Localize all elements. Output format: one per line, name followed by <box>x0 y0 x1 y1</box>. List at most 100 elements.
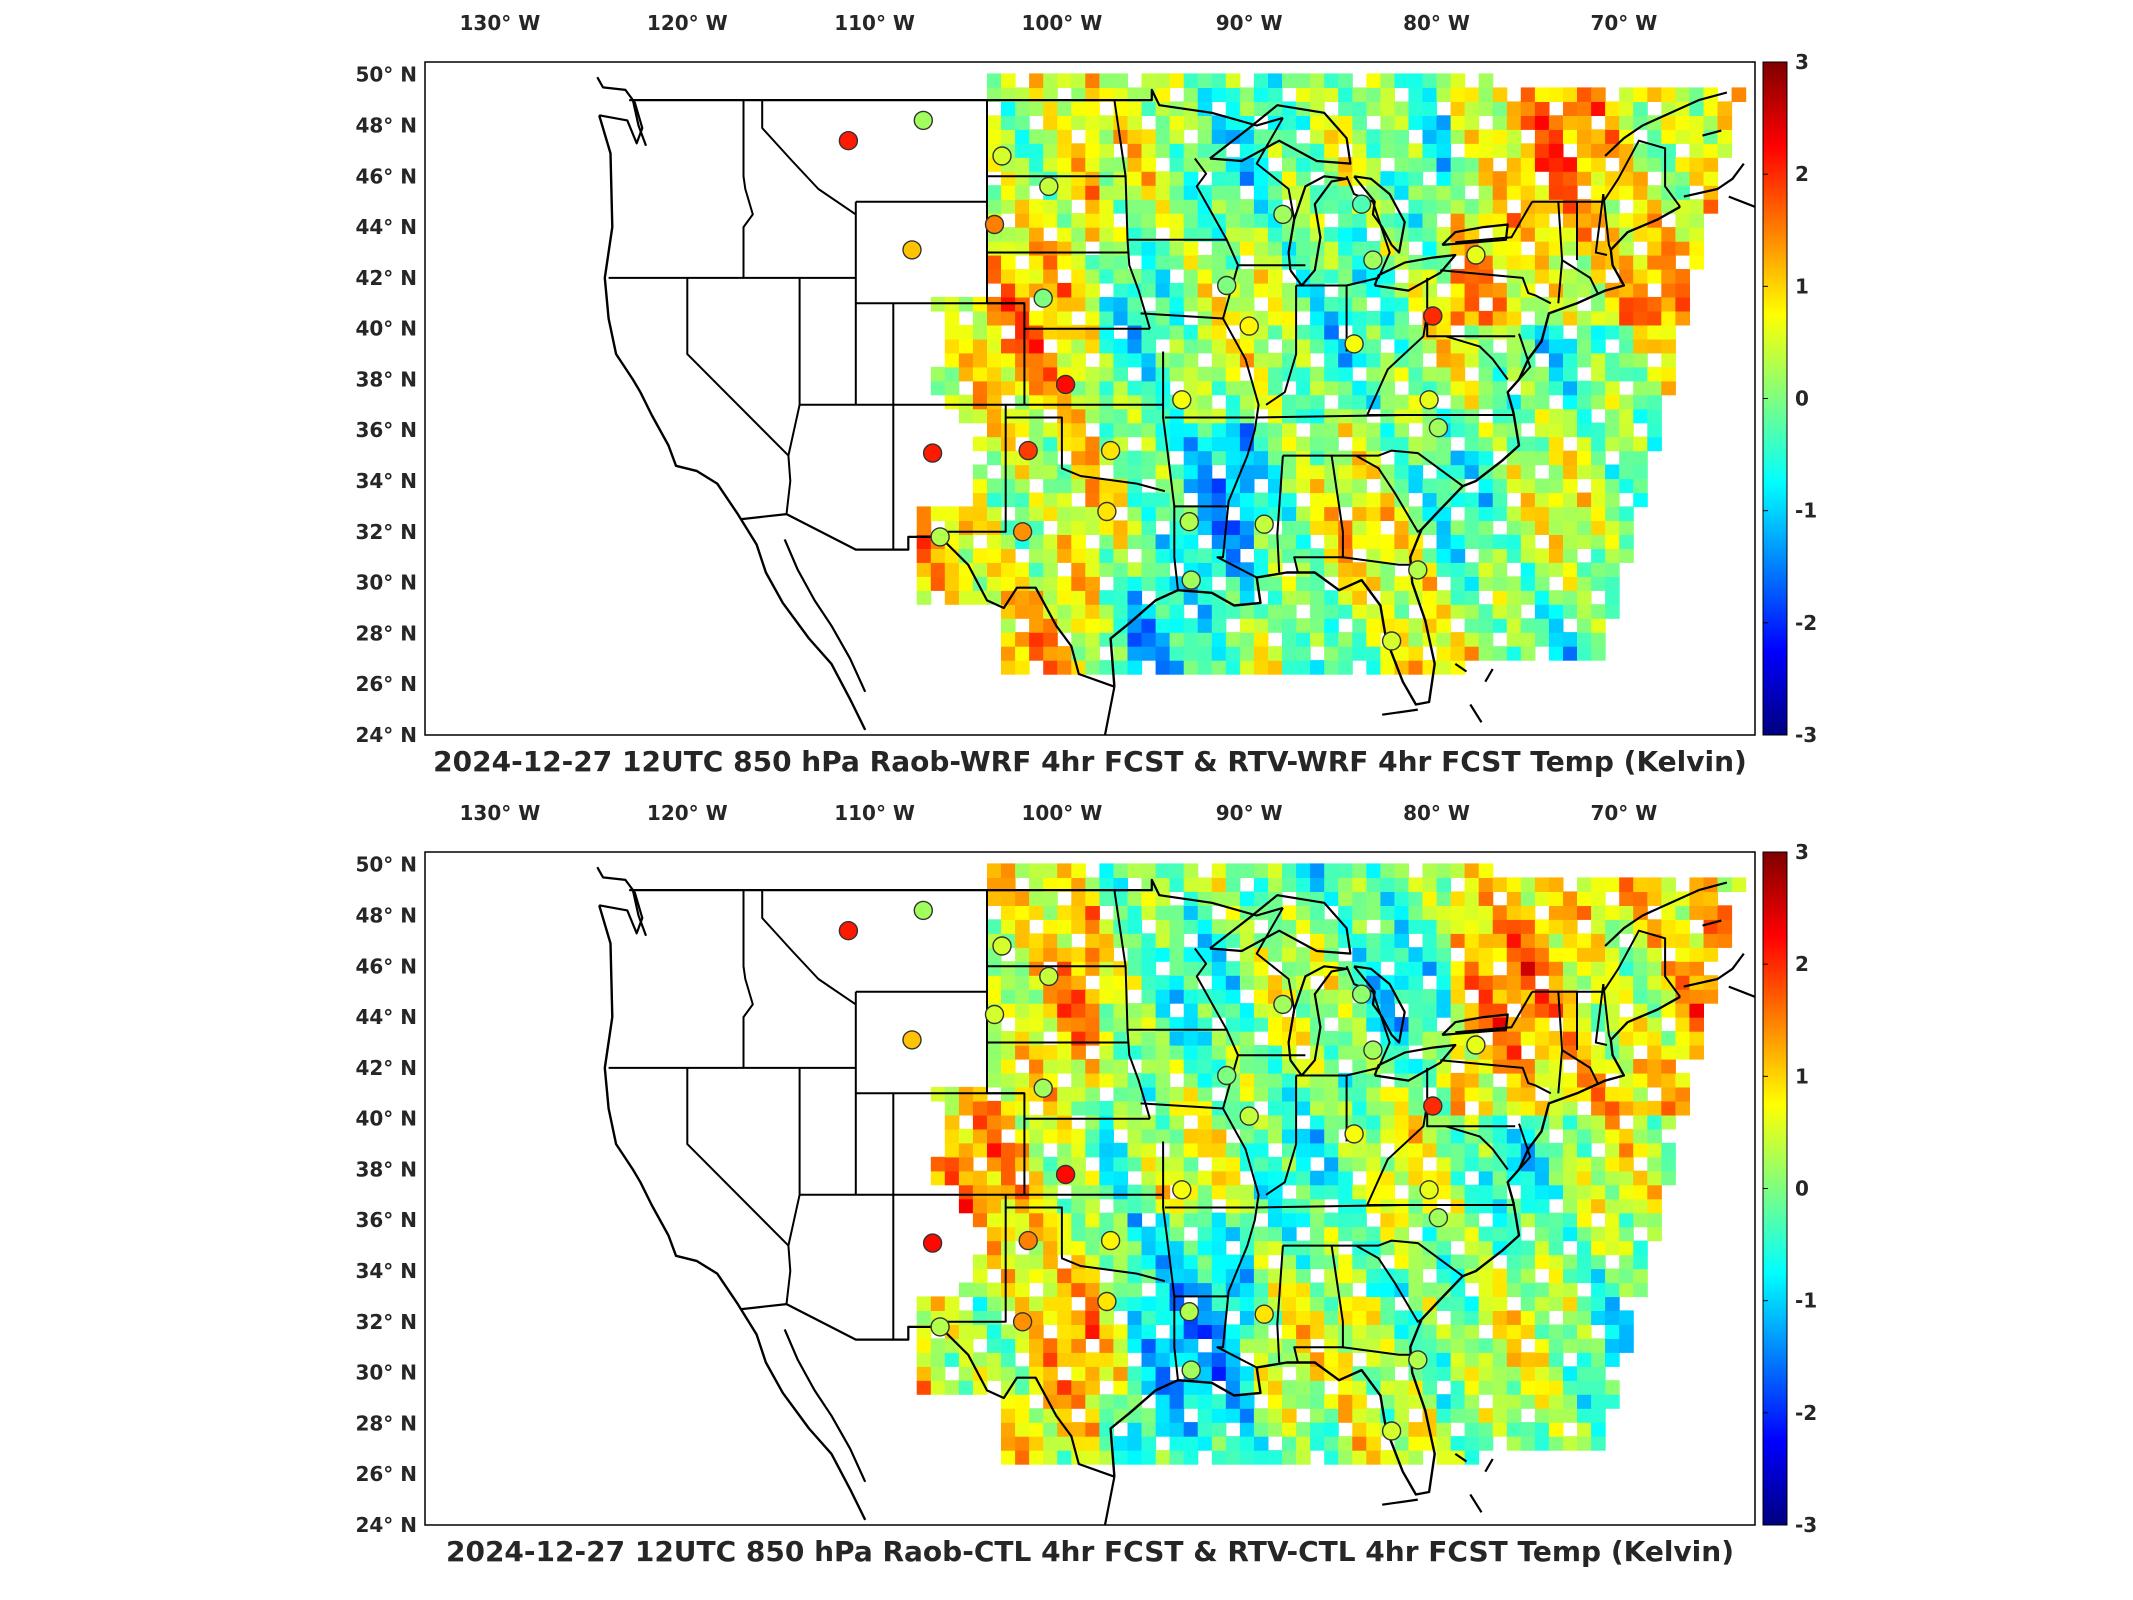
raob-station-marker <box>838 130 859 151</box>
coastline-detail <box>1454 662 1468 673</box>
raob-station-marker <box>1428 418 1449 438</box>
canada-coastline <box>1683 162 1745 198</box>
state-boundary <box>686 277 790 457</box>
latitude-tick-label: 38° N <box>355 1158 417 1182</box>
latitude-tick-label: 24° N <box>355 1513 417 1537</box>
raob-station-marker <box>1018 440 1038 461</box>
raob-station-marker <box>1181 570 1201 590</box>
bottom-map-figure: 130° W 120° W 110° W 100° W 90° W 80° W 70° W 5… <box>355 801 1817 1537</box>
pacific-coastline <box>598 114 867 731</box>
latitude-tick-label: 34° N <box>355 1259 417 1283</box>
state-boundary <box>1005 416 1166 493</box>
raob-station-marker <box>1466 245 1486 265</box>
state-boundary <box>1256 1204 1405 1209</box>
colorbar-tick-label: 2 <box>1795 162 1809 186</box>
state-boundary <box>1194 947 1260 1369</box>
raob-station-marker <box>902 1030 922 1050</box>
latitude-tick-label: 26° N <box>355 672 417 696</box>
colorbar-tick-label: 2 <box>1795 952 1809 976</box>
longitude-tick-label: 120° W <box>647 801 728 825</box>
raob-station-marker <box>1033 288 1053 308</box>
longitude-tick-label: 90° W <box>1216 801 1283 825</box>
state-boundary <box>1140 1102 1224 1110</box>
raob-station-marker <box>1055 1164 1076 1185</box>
state-boundary <box>1113 99 1151 329</box>
raob-station-marker <box>1273 204 1293 225</box>
colorbar-tick-label: -2 <box>1795 611 1817 635</box>
latitude-tick-label: 40° N <box>355 317 417 341</box>
coastline-detail <box>1469 1493 1483 1513</box>
state-boundary <box>686 1067 790 1247</box>
colorbar-tick-label: -3 <box>1795 723 1817 747</box>
longitude-tick-label: 90° W <box>1216 11 1283 35</box>
state-boundary <box>1532 929 1681 998</box>
state-boundary <box>785 277 801 515</box>
great-lake-outline <box>1353 175 1406 254</box>
colorbar-tick-label: 0 <box>1795 1177 1809 1201</box>
raob-station-marker <box>1239 1106 1259 1126</box>
colorbar-tick-label: 0 <box>1795 387 1809 411</box>
colorbar-tick-label: -1 <box>1795 499 1817 523</box>
raob-station-marker <box>992 936 1012 956</box>
raob-station-marker <box>984 214 1005 235</box>
raob-station-marker <box>1428 1208 1449 1228</box>
latitude-tick-label: 32° N <box>355 1310 417 1334</box>
latitude-tick-label: 48° N <box>355 114 417 138</box>
raob-stations <box>838 110 1486 651</box>
raob-station-marker <box>1216 1065 1237 1086</box>
raob-station-marker <box>1408 560 1428 580</box>
state-boundary <box>1355 454 1423 533</box>
great-lake-outline <box>1441 223 1509 246</box>
state-boundary <box>1282 1239 1464 1277</box>
colorbar-tick-label: 3 <box>1795 840 1809 864</box>
state-boundary <box>1005 1206 1166 1283</box>
state-boundary <box>1532 139 1681 208</box>
raob-station-marker <box>1381 1421 1402 1441</box>
state-boundary <box>1366 1103 1514 1206</box>
latitude-tick-label: 30° N <box>355 571 417 595</box>
raob-station-marker <box>1100 1230 1121 1251</box>
pacific-coastline <box>598 904 867 1521</box>
state-boundary <box>1426 277 1516 338</box>
coastline-detail <box>1484 1458 1494 1473</box>
raob-station-marker <box>1172 390 1192 410</box>
bottom-map-panel: 130° W 120° W 110° W 100° W 90° W 80° W 70° W 5… <box>0 790 2133 1580</box>
raob-station-marker <box>1100 440 1121 461</box>
state-boundary <box>1557 991 1564 1094</box>
top-map-panel: 130° W 120° W 110° W 100° W 90° W 80° W 70° W 5… <box>0 0 2133 790</box>
raob-station-marker <box>1344 334 1364 354</box>
great-lake-outline <box>1441 1013 1509 1036</box>
longitude-tick-label: 70° W <box>1590 801 1657 825</box>
state-boundary <box>1162 1141 1179 1381</box>
state-boundary <box>761 100 857 216</box>
raob-station-marker <box>1344 1124 1364 1144</box>
raob-station-marker <box>1419 1180 1439 1200</box>
latitude-tick-label: 42° N <box>355 266 417 290</box>
state-boundary <box>1256 414 1405 419</box>
raob-station-marker <box>913 110 933 131</box>
colorbar-tick-label: -1 <box>1795 1289 1817 1313</box>
state-boundary <box>1194 157 1260 579</box>
latitude-tick-label: 34° N <box>355 469 417 493</box>
coastline-detail <box>631 889 648 937</box>
coastline-detail <box>596 866 644 935</box>
map-outlines <box>596 866 1755 1525</box>
latitude-tick-label: 36° N <box>355 418 417 442</box>
mexico-gulf-coastline <box>1103 686 1116 735</box>
latitude-tick-label: 50° N <box>355 63 417 87</box>
latitude-tick-label: 30° N <box>355 1361 417 1385</box>
raob-station-marker <box>1408 1350 1428 1370</box>
temperature-difference-field <box>916 73 1747 675</box>
canada-coastline <box>1702 129 1722 137</box>
state-boundary <box>1455 201 1533 244</box>
state-boundary <box>1366 313 1514 416</box>
temperature-difference-field <box>916 863 1747 1465</box>
longitude-tick-label: 100° W <box>1022 11 1103 35</box>
state-boundary <box>1518 333 1532 381</box>
coastline-detail <box>596 76 644 145</box>
state-boundary <box>742 100 754 278</box>
latitude-tick-label: 44° N <box>355 1005 417 1029</box>
latitude-tick-label: 24° N <box>355 723 417 747</box>
us-mexico-border <box>741 1303 1115 1478</box>
colorbar-tick-label: -3 <box>1795 1513 1817 1537</box>
